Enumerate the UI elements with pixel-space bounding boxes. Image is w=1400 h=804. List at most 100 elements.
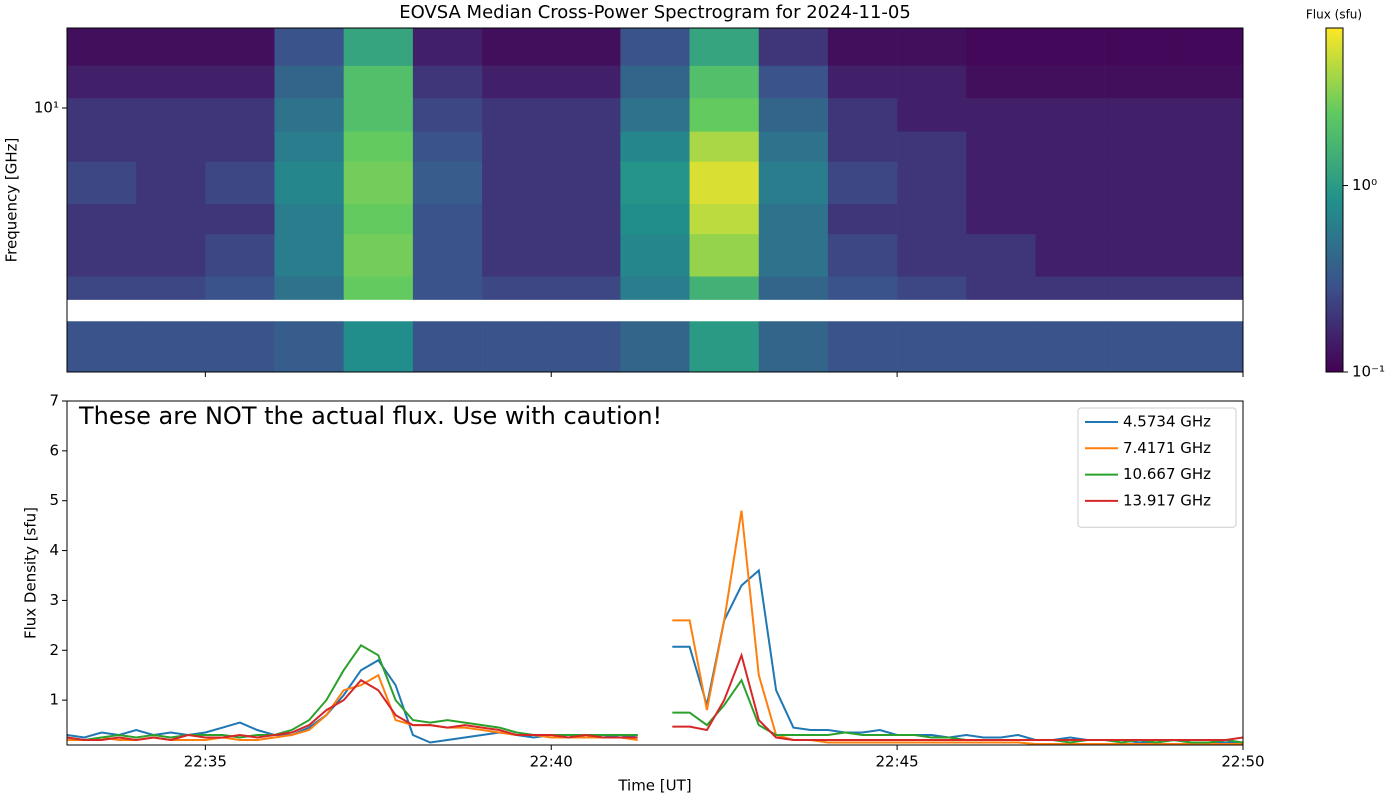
heatmap-cell [205,28,275,66]
legend-label: 10.667 GHz [1123,465,1211,483]
heatmap-cell [897,233,967,277]
heatmap-cell [551,321,621,373]
y-tick-label: 7 [49,392,59,410]
heatmap-cell [67,276,137,300]
heatmap-cell [758,65,829,99]
heatmap-cell [205,98,275,132]
heatmap-cell [343,161,414,205]
heatmap-cell [343,131,414,162]
heatmap-cell [620,98,690,132]
heatmap-cell [1104,276,1175,300]
heatmap-cell [67,203,137,235]
heatmap-cell [1173,98,1244,132]
heatmap-cell [482,161,552,205]
heatmap-cell [1035,131,1105,162]
heatmap-cell [136,98,206,132]
y-axis-label: Flux Density [sfu] [22,507,40,639]
heatmap-cell [482,276,552,300]
x-tick-label: 22:45 [876,753,919,771]
plot-frame [66,27,1244,373]
heatmap-cell [1035,233,1105,277]
heatmap-cell [412,233,483,277]
y-tick-label: 5 [49,491,59,509]
heatmap-cell [482,131,552,162]
heatmap-cell [758,203,829,235]
heatmap-cell [412,28,483,66]
heatmap-cell [551,203,621,235]
heatmap-cell [827,161,898,205]
heatmap-cell [67,321,137,373]
heatmap-cell [897,131,967,162]
heatmap-cell [1173,65,1244,99]
legend-label: 4.5734 GHz [1123,413,1211,431]
heatmap-cell [136,65,206,99]
heatmap-cell [67,28,137,66]
chart-title: EOVSA Median Cross-Power Spectrogram for… [399,2,911,23]
heatmap-cell [620,203,690,235]
heatmap-cell [897,65,967,99]
heatmap-cell [482,98,552,132]
heatmap-cell [827,321,898,373]
heatmap-cell [897,203,967,235]
x-tick-label: 22:35 [184,753,227,771]
heatmap-cell [343,203,414,235]
heatmap-cell [136,161,206,205]
heatmap-cell [551,65,621,99]
heatmap-cell [1173,276,1244,300]
heatmap-cell [620,233,690,277]
legend-box [1077,407,1237,528]
heatmap-cell [1173,203,1244,235]
line-series [67,643,1243,744]
heatmap-cell [1035,98,1105,132]
heatmap-cell [274,161,345,205]
heatmap-cell [274,203,345,235]
heatmap-cell [343,28,414,66]
heatmap-cell [482,321,552,373]
heatmap-cell [689,131,760,162]
heatmap-cell [482,233,552,277]
series-group [67,510,1243,745]
heatmap-cell [689,321,760,373]
heatmap-cell [343,233,414,277]
heatmap-cell [897,28,967,66]
heatmap-cell [897,276,967,300]
heatmap-cell [136,131,206,162]
heatmap-cell [412,276,483,300]
heatmap-cell [897,98,967,132]
heatmap-cell [136,276,206,300]
heatmap-cell [1035,203,1105,235]
heatmap-cell [274,233,345,277]
heatmap-cell [620,131,690,162]
heatmap-cell [966,131,1036,162]
heatmap-cell [1035,321,1105,373]
heatmap-cell [274,28,345,66]
heatmap-cell [620,28,690,66]
x-tick-label: 22:40 [530,753,573,771]
annotation: These are NOT the actual flux. Use with … [78,402,662,430]
heatmap-cell [1104,233,1175,277]
heatmap-cell [412,131,483,162]
heatmap-cell [620,276,690,300]
heatmap-cell [412,321,483,373]
heatmap-cell [689,161,760,205]
heatmap-cell [966,203,1036,235]
heatmap-cell [551,161,621,205]
heatmap-cell [412,98,483,132]
heatmap-cell [827,131,898,162]
heatmap-cell [758,98,829,132]
line-series [67,652,1243,742]
heatmap-cell [966,98,1036,132]
heatmap-cell [205,131,275,162]
heatmap-cell [343,98,414,132]
y-tick-label: 10¹ [34,99,59,117]
y-tick-label: 1 [49,691,59,709]
heatmap-cell [274,276,345,300]
heatmap-cell [205,161,275,205]
heatmap-cell [827,276,898,300]
heatmap-cell [412,161,483,205]
heatmap-cell [67,161,137,205]
heatmap-cell [1104,65,1175,99]
colorbar [1325,27,1344,373]
